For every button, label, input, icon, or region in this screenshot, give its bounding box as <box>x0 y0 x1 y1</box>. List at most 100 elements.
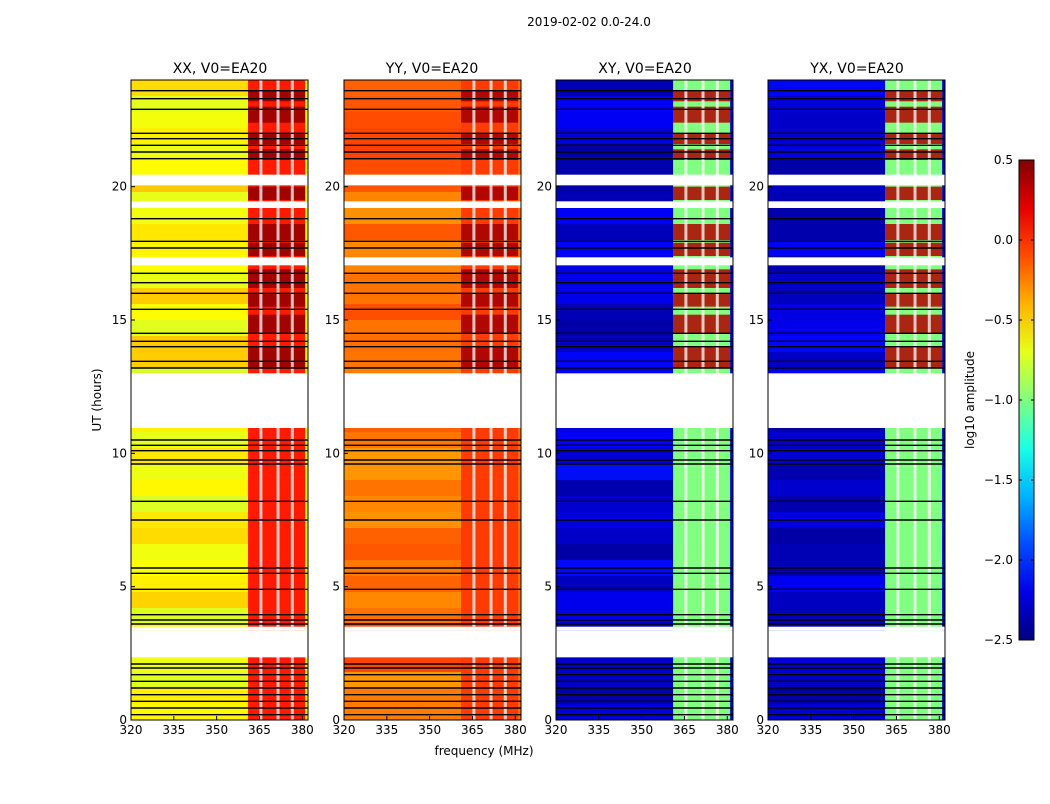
heatmap-strip <box>556 304 674 320</box>
heatmap-strip <box>131 80 249 96</box>
heatmap-strip <box>344 576 462 592</box>
heatmap-strip <box>768 336 886 352</box>
heatmap-strip <box>556 352 674 368</box>
panel-frame <box>555 79 734 721</box>
heatmap-strip <box>556 288 674 304</box>
flagged-range <box>131 630 308 658</box>
heatmap-strip <box>344 128 462 144</box>
flagged-range <box>768 626 945 631</box>
heatmap-strip <box>768 544 886 560</box>
flagged-range <box>556 373 733 428</box>
flagged-range <box>131 373 308 428</box>
colorbar-label: log10 amplitude <box>963 351 977 449</box>
heatmap-strip <box>768 464 886 480</box>
heatmap-strip <box>768 128 886 144</box>
x-tick-label: 380 <box>291 723 314 737</box>
heatmap-strip <box>556 672 674 688</box>
flagged-range <box>768 373 945 428</box>
x-tick-label: 320 <box>333 723 356 737</box>
heatmap-strip <box>768 112 886 128</box>
panel-yy: YY, V0=EA20 320 335 350 365 380 0 5 10 15 20 <box>325 61 527 737</box>
x-tick-label: 365 <box>461 723 484 737</box>
x-tick-label: 335 <box>799 723 822 737</box>
x-tick-label: 380 <box>504 723 527 737</box>
heatmap-strip <box>344 80 462 96</box>
x-tick-label: 350 <box>842 723 865 737</box>
heatmap-strip <box>344 160 462 176</box>
heatmap-strip <box>344 224 462 240</box>
flagged-range <box>344 257 521 266</box>
heatmap-strip <box>556 160 674 176</box>
heatmap-strip <box>131 208 249 224</box>
heatmap-strip <box>344 272 462 288</box>
heatmap-strip <box>768 608 886 624</box>
heatmap-strip <box>131 480 249 496</box>
heatmap-strip <box>768 272 886 288</box>
x-tick-label: 365 <box>885 723 908 737</box>
x-tick-label: 335 <box>162 723 185 737</box>
flagged-range <box>768 630 945 658</box>
flagged-range <box>556 201 733 208</box>
x-tick-label: 365 <box>248 723 271 737</box>
heatmap-strip <box>768 160 886 176</box>
heatmap-strip <box>556 704 674 720</box>
heatmap-strip <box>768 224 886 240</box>
heatmap-strip <box>344 464 462 480</box>
y-tick-label: 15 <box>749 313 764 327</box>
flagged-range <box>768 174 945 186</box>
y-tick-label: 20 <box>537 180 552 194</box>
heatmap-strip <box>131 304 249 320</box>
heatmap-strip <box>344 304 462 320</box>
heatmap-strip <box>131 688 249 704</box>
y-tick-label: 0 <box>332 713 340 727</box>
flagged-range <box>344 630 521 658</box>
y-tick-label: 15 <box>325 313 340 327</box>
heatmap-strip <box>344 96 462 112</box>
heatmap-strip <box>768 592 886 608</box>
y-tick-label: 0 <box>756 713 764 727</box>
panel-frame <box>130 79 309 721</box>
y-tick-label: 15 <box>537 313 552 327</box>
heatmap-strip <box>344 320 462 336</box>
y-axis-label: UT (hours) <box>90 368 104 431</box>
heatmap-strip <box>556 576 674 592</box>
y-tick-label: 20 <box>325 180 340 194</box>
flagged-range <box>131 626 308 631</box>
heatmap-strip <box>768 96 886 112</box>
heatmap-strip <box>344 208 462 224</box>
figure-title: 2019-02-02 0.0-24.0 <box>527 15 651 29</box>
colorbar-tick-label: −0.5 <box>984 313 1013 327</box>
heatmap-strip <box>344 112 462 128</box>
heatmap-strip <box>768 688 886 704</box>
colorbar: log10 amplitude 0.5 0.0 −0.5 −1.0 −1.5 −2.0 −2… <box>963 153 1035 647</box>
y-tick-label: 20 <box>112 180 127 194</box>
heatmap-strip <box>556 480 674 496</box>
heatmap-strip <box>131 672 249 688</box>
heatmap-strip <box>131 528 249 544</box>
colorbar-tick-label: −1.5 <box>984 473 1013 487</box>
panel-title-yx: YX, V0=EA20 <box>809 61 904 77</box>
heatmap-strip <box>768 496 886 512</box>
y-tick-label: 10 <box>112 446 127 460</box>
heatmap-strip <box>344 672 462 688</box>
heatmap-strip <box>556 496 674 512</box>
y-tick-label: 20 <box>749 180 764 194</box>
heatmap-strip <box>131 160 249 176</box>
colorbar-tick-label: 0.5 <box>994 153 1013 167</box>
x-tick-label: 380 <box>928 723 951 737</box>
flagged-range <box>768 201 945 208</box>
colorbar-tick-label: −1.0 <box>984 393 1013 407</box>
panel-frame <box>767 79 946 721</box>
panel-frame <box>343 79 522 721</box>
heatmap-strip <box>344 608 462 624</box>
heatmap-strip <box>768 528 886 544</box>
x-tick-label: 365 <box>673 723 696 737</box>
heatmap-strip <box>344 688 462 704</box>
heatmap-strip <box>344 592 462 608</box>
flagged-range <box>556 257 733 266</box>
heatmap-strip <box>556 80 674 96</box>
heatmap-strip <box>556 336 674 352</box>
y-tick-label: 5 <box>119 580 127 594</box>
heatmap-strip <box>768 672 886 688</box>
flagged-range <box>344 626 521 631</box>
